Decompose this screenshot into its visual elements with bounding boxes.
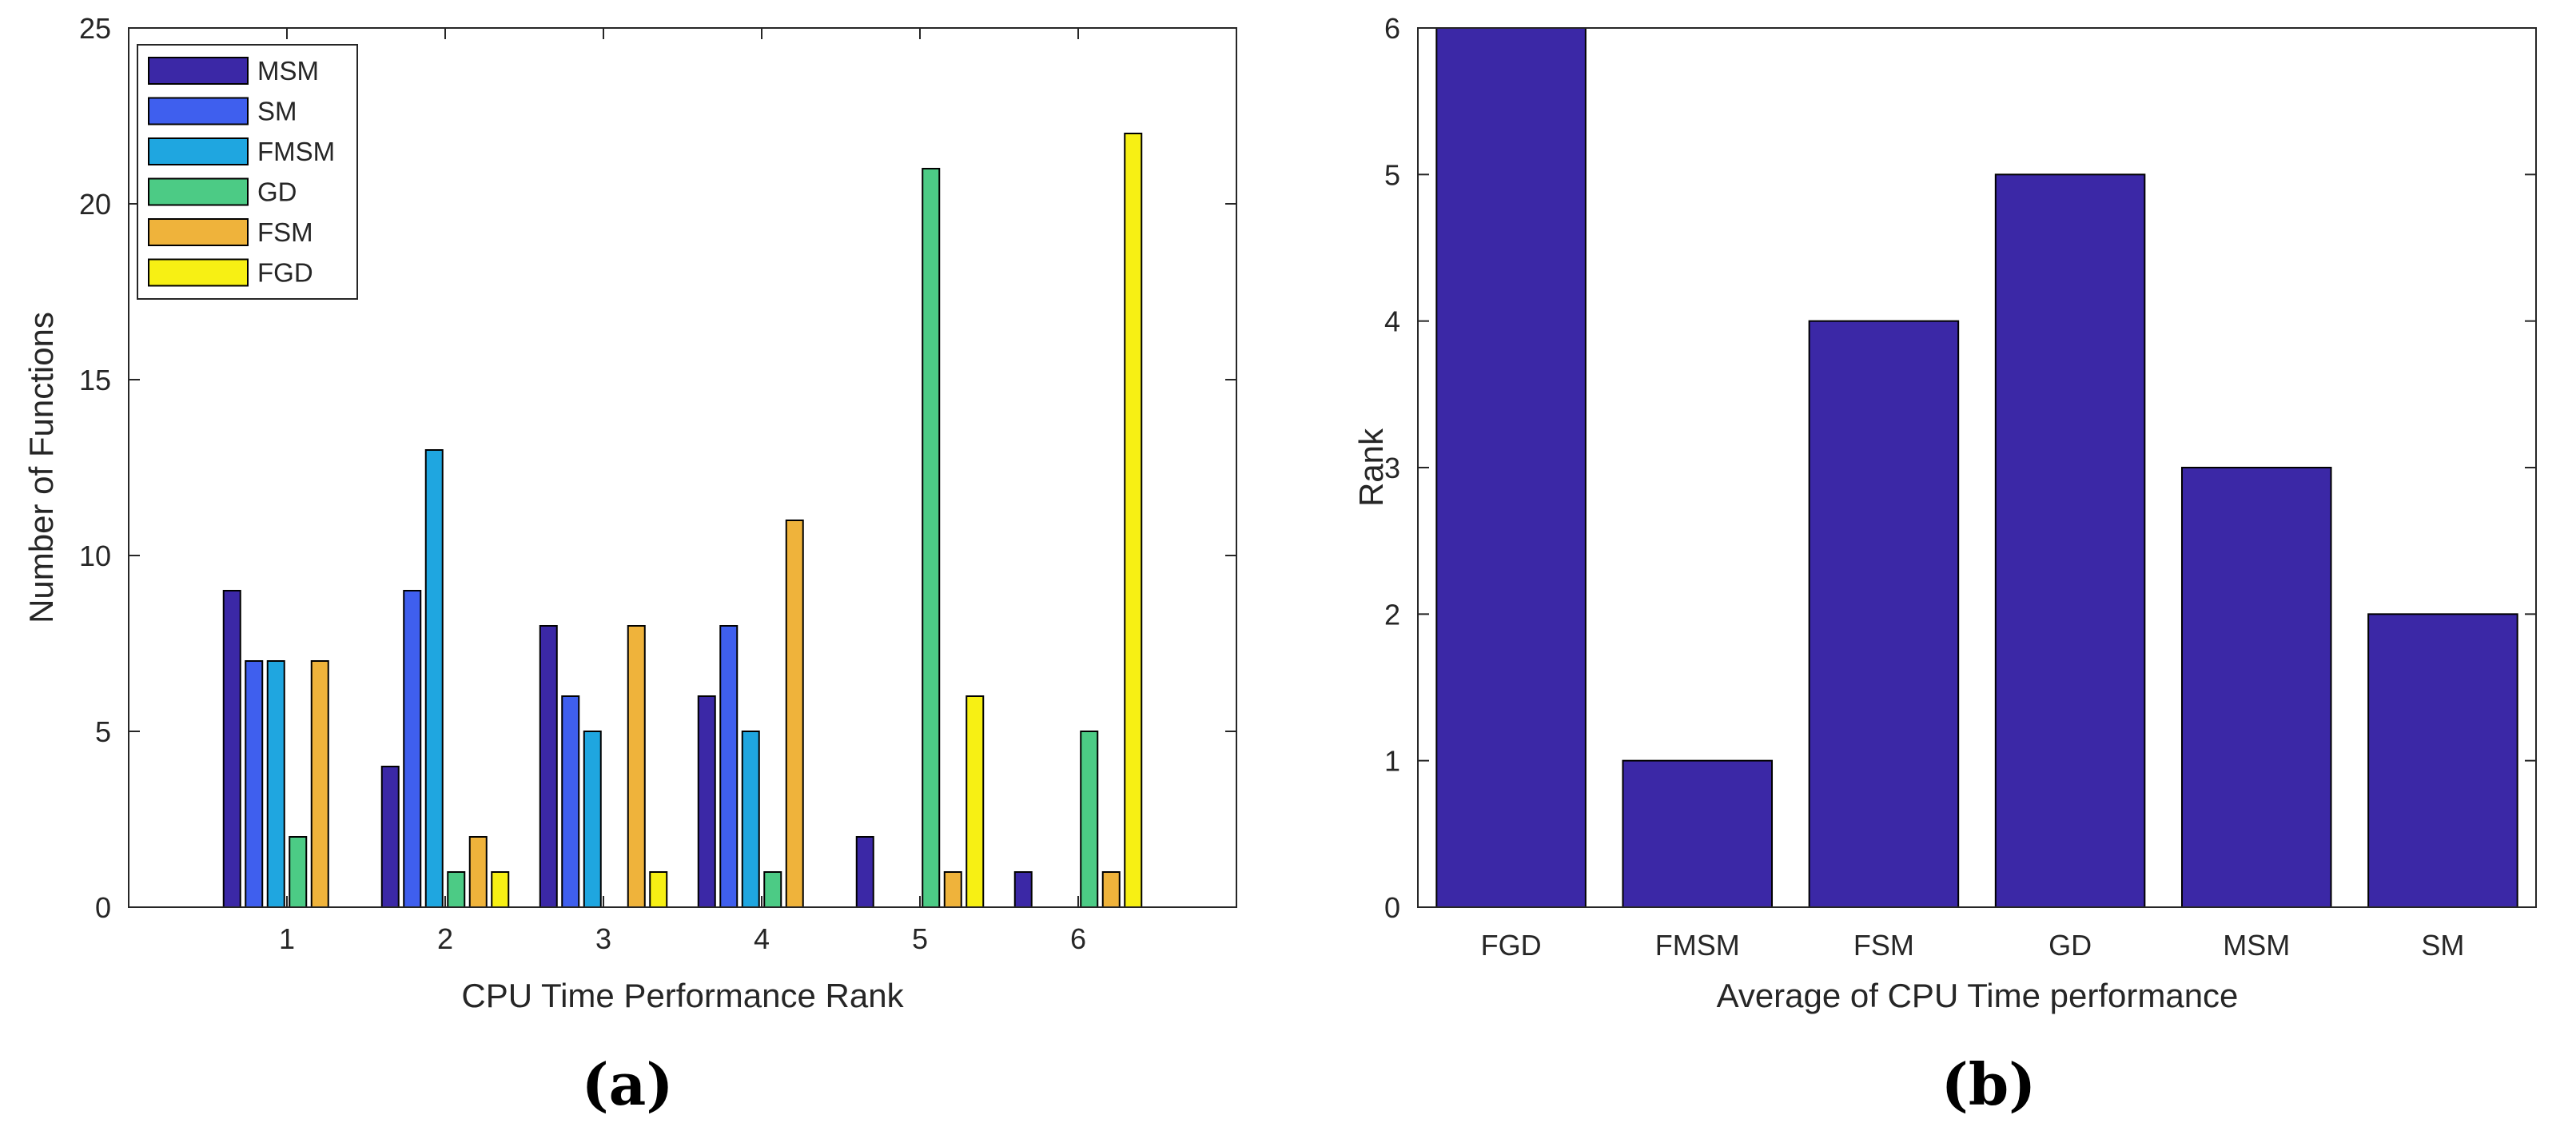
y-tick-label: 5 <box>95 715 111 748</box>
bar-msm-rank-2 <box>380 766 400 908</box>
bar-fsm-rank-5 <box>943 871 962 908</box>
x-tick-label: 5 <box>912 922 928 955</box>
bar-fmsm-rank-3 <box>583 731 602 908</box>
bar-gd-rank-6 <box>1080 731 1099 908</box>
bar-sm-rank-3 <box>561 695 580 908</box>
legend-swatch-fmsm <box>148 137 249 165</box>
bar-fgd-rank-6 <box>1124 133 1143 908</box>
bar-fgd <box>1435 27 1587 908</box>
legend-label-fsm: FSM <box>257 217 313 247</box>
x-tick-label: 2 <box>437 922 453 955</box>
chart-a-xlabel: CPU Time Performance Rank <box>461 977 904 1014</box>
x-tick-label: 1 <box>279 922 295 955</box>
bar-gd-rank-1 <box>289 836 308 908</box>
legend-swatch-gd <box>148 177 249 206</box>
bar-sm-rank-4 <box>719 625 739 908</box>
x-tick-label: FMSM <box>1655 929 1740 962</box>
x-tick-label: FSM <box>1853 929 1914 962</box>
legend-label-sm: SM <box>257 97 297 126</box>
bar-msm <box>2180 467 2332 908</box>
chart-b-bars <box>1435 27 2518 909</box>
bar-fmsm-rank-4 <box>741 731 760 908</box>
chart-b-average-rank: 0 1 2 3 4 5 6 FGD FMSM FSM GD MSM SM Average of CPU … <box>1352 12 2537 1118</box>
bar-sm <box>2367 613 2518 908</box>
bar-fsm-rank-4 <box>785 520 804 908</box>
bar-gd <box>1994 173 2146 909</box>
y-tick-label: 2 <box>1384 598 1400 631</box>
legend-label-fmsm: FMSM <box>257 137 335 166</box>
bar-msm-rank-6 <box>1013 871 1033 908</box>
bar-fsm-rank-2 <box>468 836 488 908</box>
y-tick-label: 0 <box>95 891 111 924</box>
y-tick-label: 15 <box>79 364 111 396</box>
legend-swatch-fgd <box>148 258 249 287</box>
bar-fmsm-rank-2 <box>424 449 444 908</box>
legend-label-msm: MSM <box>257 56 319 86</box>
bar-fmsm-rank-1 <box>266 660 285 908</box>
chart-a-legend: MSM SM FMSM GD FSM FGD <box>137 44 358 300</box>
bar-msm-rank-4 <box>697 695 716 908</box>
bar-fmsm <box>1622 759 1774 909</box>
panel-label-b: (b) <box>1941 1050 2036 1118</box>
panel-label-a: (a) <box>582 1050 674 1118</box>
bar-fgd-rank-2 <box>491 871 510 908</box>
chart-b-tick-labels: 0 1 2 3 4 5 6 FGD FMSM FSM GD MSM SM <box>1384 12 2464 962</box>
bar-fsm-rank-1 <box>310 660 329 908</box>
legend-swatch-fsm <box>148 218 249 246</box>
chart-a-tick-labels: 0 5 10 15 20 25 1 2 3 4 5 6 <box>79 12 1086 955</box>
legend-swatch-sm <box>148 97 249 125</box>
bar-msm-rank-5 <box>855 836 874 908</box>
chart-b-ylabel: Rank <box>1352 428 1390 507</box>
chart-a-axes-box <box>128 27 1237 908</box>
bar-fgd-rank-3 <box>649 871 668 908</box>
chart-b-xlabel: Average of CPU Time performance <box>1717 977 2239 1014</box>
bar-sm-rank-2 <box>403 590 422 908</box>
y-tick-label: 20 <box>79 188 111 221</box>
y-tick-label: 1 <box>1384 745 1400 778</box>
legend-label-gd: GD <box>257 177 297 207</box>
chart-a-bars <box>222 133 1143 908</box>
chart-b-plot-area <box>1418 28 2536 907</box>
chart-a-ylabel: Number of Functions <box>22 312 60 623</box>
bar-msm-rank-3 <box>539 625 558 908</box>
y-tick-label: 6 <box>1384 12 1400 45</box>
y-tick-label: 0 <box>1384 891 1400 924</box>
y-tick-label: 4 <box>1384 305 1400 338</box>
x-tick-label: 6 <box>1070 922 1086 955</box>
chart-b-axes-box <box>1417 27 2537 908</box>
x-tick-label: 3 <box>595 922 611 955</box>
bar-fsm <box>1808 320 1960 908</box>
y-tick-label: 5 <box>1384 158 1400 191</box>
legend-box <box>137 44 358 300</box>
x-tick-label: 4 <box>754 922 770 955</box>
x-tick-label: MSM <box>2223 929 2290 962</box>
y-tick-label: 25 <box>79 12 111 45</box>
bar-msm-rank-1 <box>222 590 241 908</box>
bar-sm-rank-1 <box>245 660 264 908</box>
bar-gd-rank-4 <box>763 871 782 908</box>
x-tick-label: SM <box>2421 929 2464 962</box>
y-tick-label: 10 <box>79 540 111 572</box>
legend-swatch-msm <box>148 57 249 85</box>
bar-fsm-rank-6 <box>1101 871 1121 908</box>
bar-gd-rank-2 <box>447 871 466 908</box>
chart-a-rank-histogram: 0 5 10 15 20 25 1 2 3 4 5 6 CPU Time Performance Ra… <box>22 12 1237 1118</box>
bar-fsm-rank-3 <box>627 625 646 908</box>
bar-fgd-rank-5 <box>966 695 985 908</box>
x-tick-label: GD <box>2048 929 2092 962</box>
bar-gd-rank-5 <box>922 168 941 908</box>
legend-label-fgd: FGD <box>257 258 313 288</box>
x-tick-label: FGD <box>1481 929 1542 962</box>
y-tick-label: 3 <box>1384 452 1400 484</box>
